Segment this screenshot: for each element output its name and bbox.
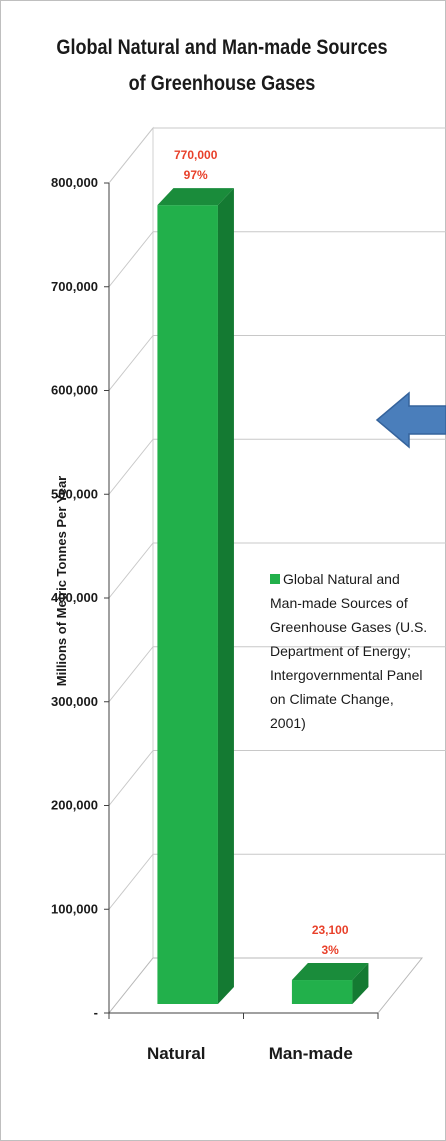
bar-front bbox=[157, 205, 218, 1004]
gridline bbox=[108, 542, 154, 599]
bar bbox=[291, 963, 369, 1004]
y-tick-label: 400,000 bbox=[51, 590, 98, 605]
bar-front bbox=[291, 980, 353, 1004]
gridline bbox=[108, 335, 154, 391]
y-tick-label: 200,000 bbox=[51, 798, 98, 813]
bar-side bbox=[352, 963, 369, 1004]
y-tick-label: 100,000 bbox=[51, 901, 98, 916]
y-tick-label: 700,000 bbox=[51, 279, 98, 294]
y-tick-label: 500,000 bbox=[51, 486, 98, 501]
y-tick-label: - bbox=[94, 1005, 98, 1020]
gridline bbox=[108, 646, 154, 703]
data-label-percent: 97% bbox=[184, 168, 208, 182]
category-label: Natural bbox=[147, 1044, 206, 1063]
data-label-percent: 3% bbox=[322, 943, 340, 957]
gridline bbox=[108, 438, 154, 495]
y-tick-labels: - 100,000 200,000 300,000 400,000 500,000 600,… bbox=[51, 175, 98, 1020]
bar-top bbox=[157, 188, 234, 206]
left-arrow-icon bbox=[375, 391, 446, 449]
gridline bbox=[108, 750, 154, 806]
y-tick-label: 800,000 bbox=[51, 175, 98, 190]
gridline bbox=[108, 853, 154, 910]
bar-top bbox=[291, 963, 369, 981]
chart-legend: Global Natural and Man-made Sources of G… bbox=[270, 567, 430, 735]
gridline bbox=[108, 231, 154, 288]
y-tick-label: 600,000 bbox=[51, 383, 98, 398]
chart-title: Global Natural and Man-made Sources of G… bbox=[56, 36, 388, 95]
floor bbox=[107, 957, 424, 1014]
y-tick-label: 300,000 bbox=[51, 694, 98, 709]
bar-side bbox=[217, 188, 234, 1004]
category-labels: Natural Man-made bbox=[147, 1044, 353, 1063]
bars bbox=[157, 188, 369, 1004]
data-label-value: 770,000 bbox=[174, 148, 218, 162]
category-label: Man-made bbox=[269, 1044, 353, 1063]
legend-swatch bbox=[270, 574, 280, 584]
legend-entry: Global Natural and Man-made Sources of G… bbox=[270, 571, 428, 731]
data-label-value: 23,100 bbox=[312, 923, 349, 937]
bar bbox=[157, 188, 234, 1004]
y-axis-label: Millions of Metric Tonnes Per Year bbox=[54, 476, 69, 686]
data-labels: 770,000 97% 23,100 3% bbox=[174, 148, 349, 957]
gridline bbox=[108, 127, 154, 184]
